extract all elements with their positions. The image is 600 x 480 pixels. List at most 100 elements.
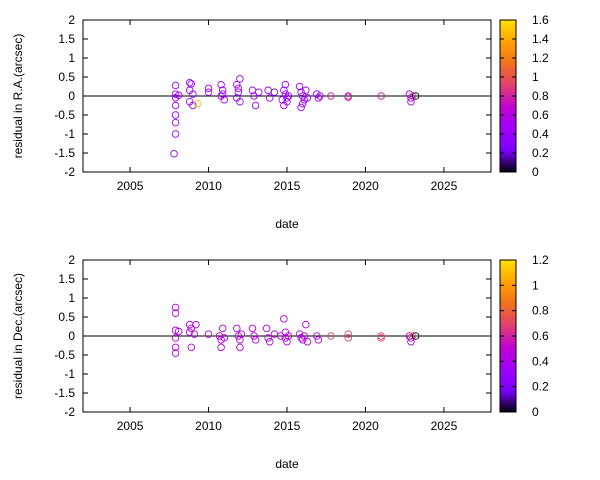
- data-point: [171, 111, 180, 119]
- data-point: [217, 80, 225, 89]
- data-point: [185, 78, 194, 87]
- colorbar-band: [500, 340, 516, 344]
- colorbar-band: [500, 162, 516, 166]
- y-tick-label: 0.5: [58, 70, 75, 84]
- colorbar-tick-label: 0.6: [532, 108, 549, 122]
- colorbar-band: [500, 345, 516, 349]
- y-tick-label: -2: [64, 165, 75, 179]
- y-tick-label: 1.5: [58, 272, 75, 286]
- data-point: [237, 330, 246, 338]
- data-point: [220, 334, 228, 342]
- colorbar-tick-label: 1.6: [532, 13, 549, 27]
- colorbar-band: [500, 260, 516, 263]
- data-point: [187, 343, 196, 352]
- colorbar-band: [500, 369, 516, 373]
- data-point: [280, 101, 288, 110]
- colorbar-band: [500, 126, 516, 130]
- colorbar-band: [500, 305, 516, 308]
- colorbar-band: [500, 300, 516, 304]
- colorbar-band: [500, 364, 516, 368]
- colorbar-band: [500, 148, 516, 152]
- y-tick-label: -0.5: [54, 348, 75, 362]
- colorbar-band: [500, 276, 516, 280]
- colorbar-band: [500, 46, 516, 49]
- data-point: [192, 320, 200, 329]
- data-point: [295, 330, 304, 338]
- data-point: [302, 320, 310, 329]
- data-point: [189, 101, 197, 110]
- y-tick-label: 2: [68, 253, 75, 267]
- colorbar-band: [500, 404, 516, 408]
- y-tick-label: -2: [64, 405, 75, 419]
- colorbar-band: [500, 326, 516, 330]
- data-point: [171, 130, 180, 138]
- colorbar-band: [500, 269, 516, 273]
- data-point: [215, 332, 224, 340]
- colorbar-tick-label: 0: [532, 165, 539, 179]
- data-point: [204, 88, 213, 96]
- data-point: [327, 92, 335, 100]
- colorbar-band: [500, 167, 516, 171]
- colorbar-band: [500, 141, 516, 144]
- colorbar-band: [500, 60, 516, 64]
- data-point: [189, 90, 197, 98]
- x-tick-label: 2010: [195, 419, 222, 433]
- colorbar-band: [500, 117, 516, 121]
- data-point: [411, 92, 420, 100]
- x-axis-label: date: [275, 217, 299, 231]
- data-point: [190, 330, 199, 338]
- data-point: [248, 324, 257, 333]
- colorbar-tick-label: 0.8: [532, 89, 549, 103]
- colorbar-band: [500, 129, 516, 133]
- y-tick-label: 2: [68, 13, 75, 27]
- colorbar-band: [500, 93, 516, 97]
- colorbar: 0 0.2 0.4 0.6 0.8 1 1.2 1.4 1.6: [499, 13, 549, 179]
- colorbar-band: [500, 124, 516, 128]
- colorbar-band: [500, 338, 516, 342]
- data-point: [281, 80, 290, 89]
- colorbar-tick-label: 0.2: [532, 146, 549, 160]
- x-tick-label: 2005: [117, 179, 144, 193]
- data-point: [218, 90, 227, 98]
- data-point: [193, 99, 202, 108]
- data-point: [171, 343, 180, 352]
- y-axis-label: residual in Dec.(arcsec): [11, 273, 25, 399]
- data-point: [283, 337, 291, 346]
- x-tick-label: 2025: [431, 419, 458, 433]
- colorbar-band: [500, 267, 516, 270]
- data-point: [278, 96, 287, 104]
- colorbar-band: [500, 357, 516, 361]
- data-point: [217, 343, 225, 352]
- colorbar-band: [500, 55, 516, 59]
- data-point: [251, 336, 260, 344]
- data-point: [171, 309, 180, 317]
- data-point: [171, 334, 180, 342]
- colorbar-band: [500, 157, 516, 161]
- colorbar-band: [500, 400, 516, 403]
- data-point: [344, 93, 352, 101]
- data-point: [313, 332, 321, 340]
- colorbar-band: [500, 262, 516, 266]
- data-point: [236, 343, 244, 352]
- data-point: [204, 330, 213, 338]
- colorbar-band: [500, 295, 516, 299]
- data-point: [236, 97, 244, 106]
- data-point: [174, 327, 183, 336]
- colorbar-band: [500, 136, 516, 140]
- data-point: [270, 88, 279, 96]
- colorbar-band: [500, 393, 516, 396]
- colorbar-band: [500, 328, 516, 332]
- data-point: [255, 88, 263, 96]
- colorbar-band: [500, 67, 516, 71]
- colorbar-band: [500, 29, 516, 33]
- data-point: [303, 337, 312, 346]
- y-axis-label: residual in R.A.(arcsec): [11, 34, 25, 159]
- colorbar-band: [500, 112, 516, 116]
- colorbar-band: [500, 155, 516, 159]
- data-point: [204, 84, 213, 93]
- colorbar-band: [500, 150, 516, 154]
- colorbar-band: [500, 69, 516, 73]
- colorbar-tick-label: 0.6: [532, 329, 549, 343]
- data-point: [264, 86, 272, 95]
- data-point: [297, 88, 305, 96]
